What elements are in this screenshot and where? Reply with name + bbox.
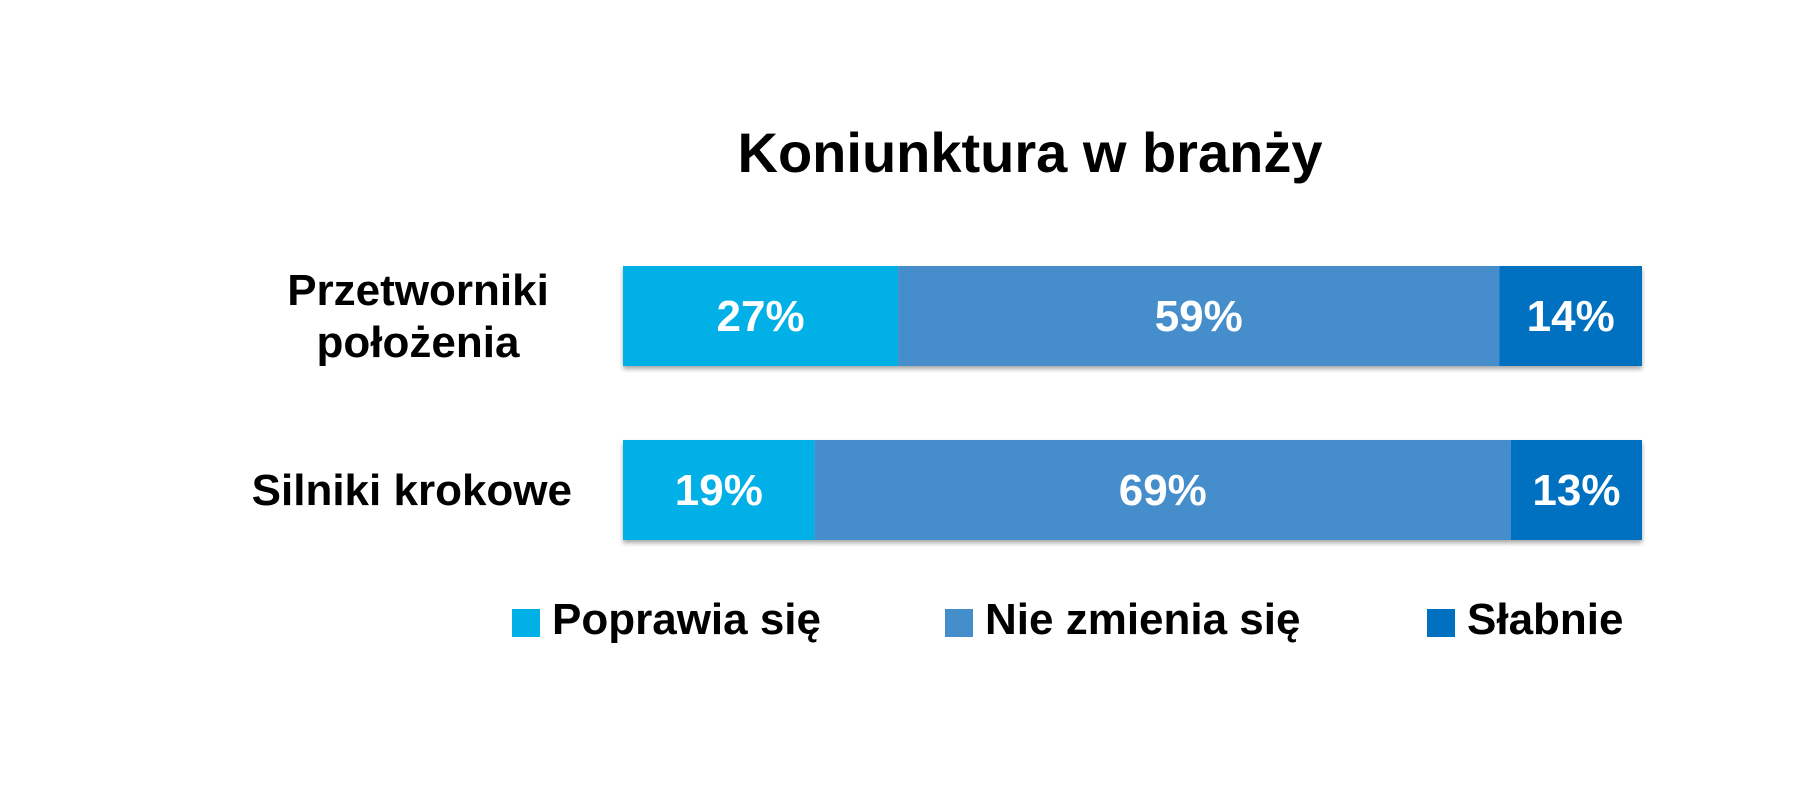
legend-swatch [945, 609, 973, 637]
legend-swatch [512, 609, 540, 637]
legend-item: Słabnie [1427, 595, 1624, 644]
chart-title: Koniunktura w branży [738, 121, 1323, 184]
category-label: Silniki krokowe [252, 466, 572, 515]
legend-label: Poprawia się [552, 595, 821, 644]
bar-segment [1499, 266, 1642, 366]
bar-segment [1510, 440, 1642, 540]
category-label: Przetworniki położenia [287, 266, 549, 367]
data-label: 14% [1527, 292, 1615, 341]
data-label: 19% [675, 466, 763, 515]
data-label: 27% [717, 292, 805, 341]
bar-segment [898, 266, 1500, 366]
bar-segment [814, 440, 1511, 540]
data-label: 59% [1155, 292, 1243, 341]
legend-label: Nie zmienia się [985, 595, 1300, 644]
category-labels: Przetworniki położenia Silniki krokowe [252, 266, 572, 515]
data-label: 13% [1532, 466, 1620, 515]
bar-segment [623, 266, 899, 366]
legend-label: Słabnie [1467, 595, 1624, 644]
data-labels: 27% 59% 14% 19% 69% 13% [675, 292, 1621, 515]
legend-swatch [1427, 609, 1455, 637]
bars [623, 266, 1642, 540]
legend: Poprawia się Nie zmienia się Słabnie [512, 595, 1624, 644]
legend-item: Poprawia się [512, 595, 821, 644]
data-label: 69% [1119, 466, 1207, 515]
bar-segment [623, 440, 815, 540]
legend-item: Nie zmienia się [945, 595, 1300, 644]
